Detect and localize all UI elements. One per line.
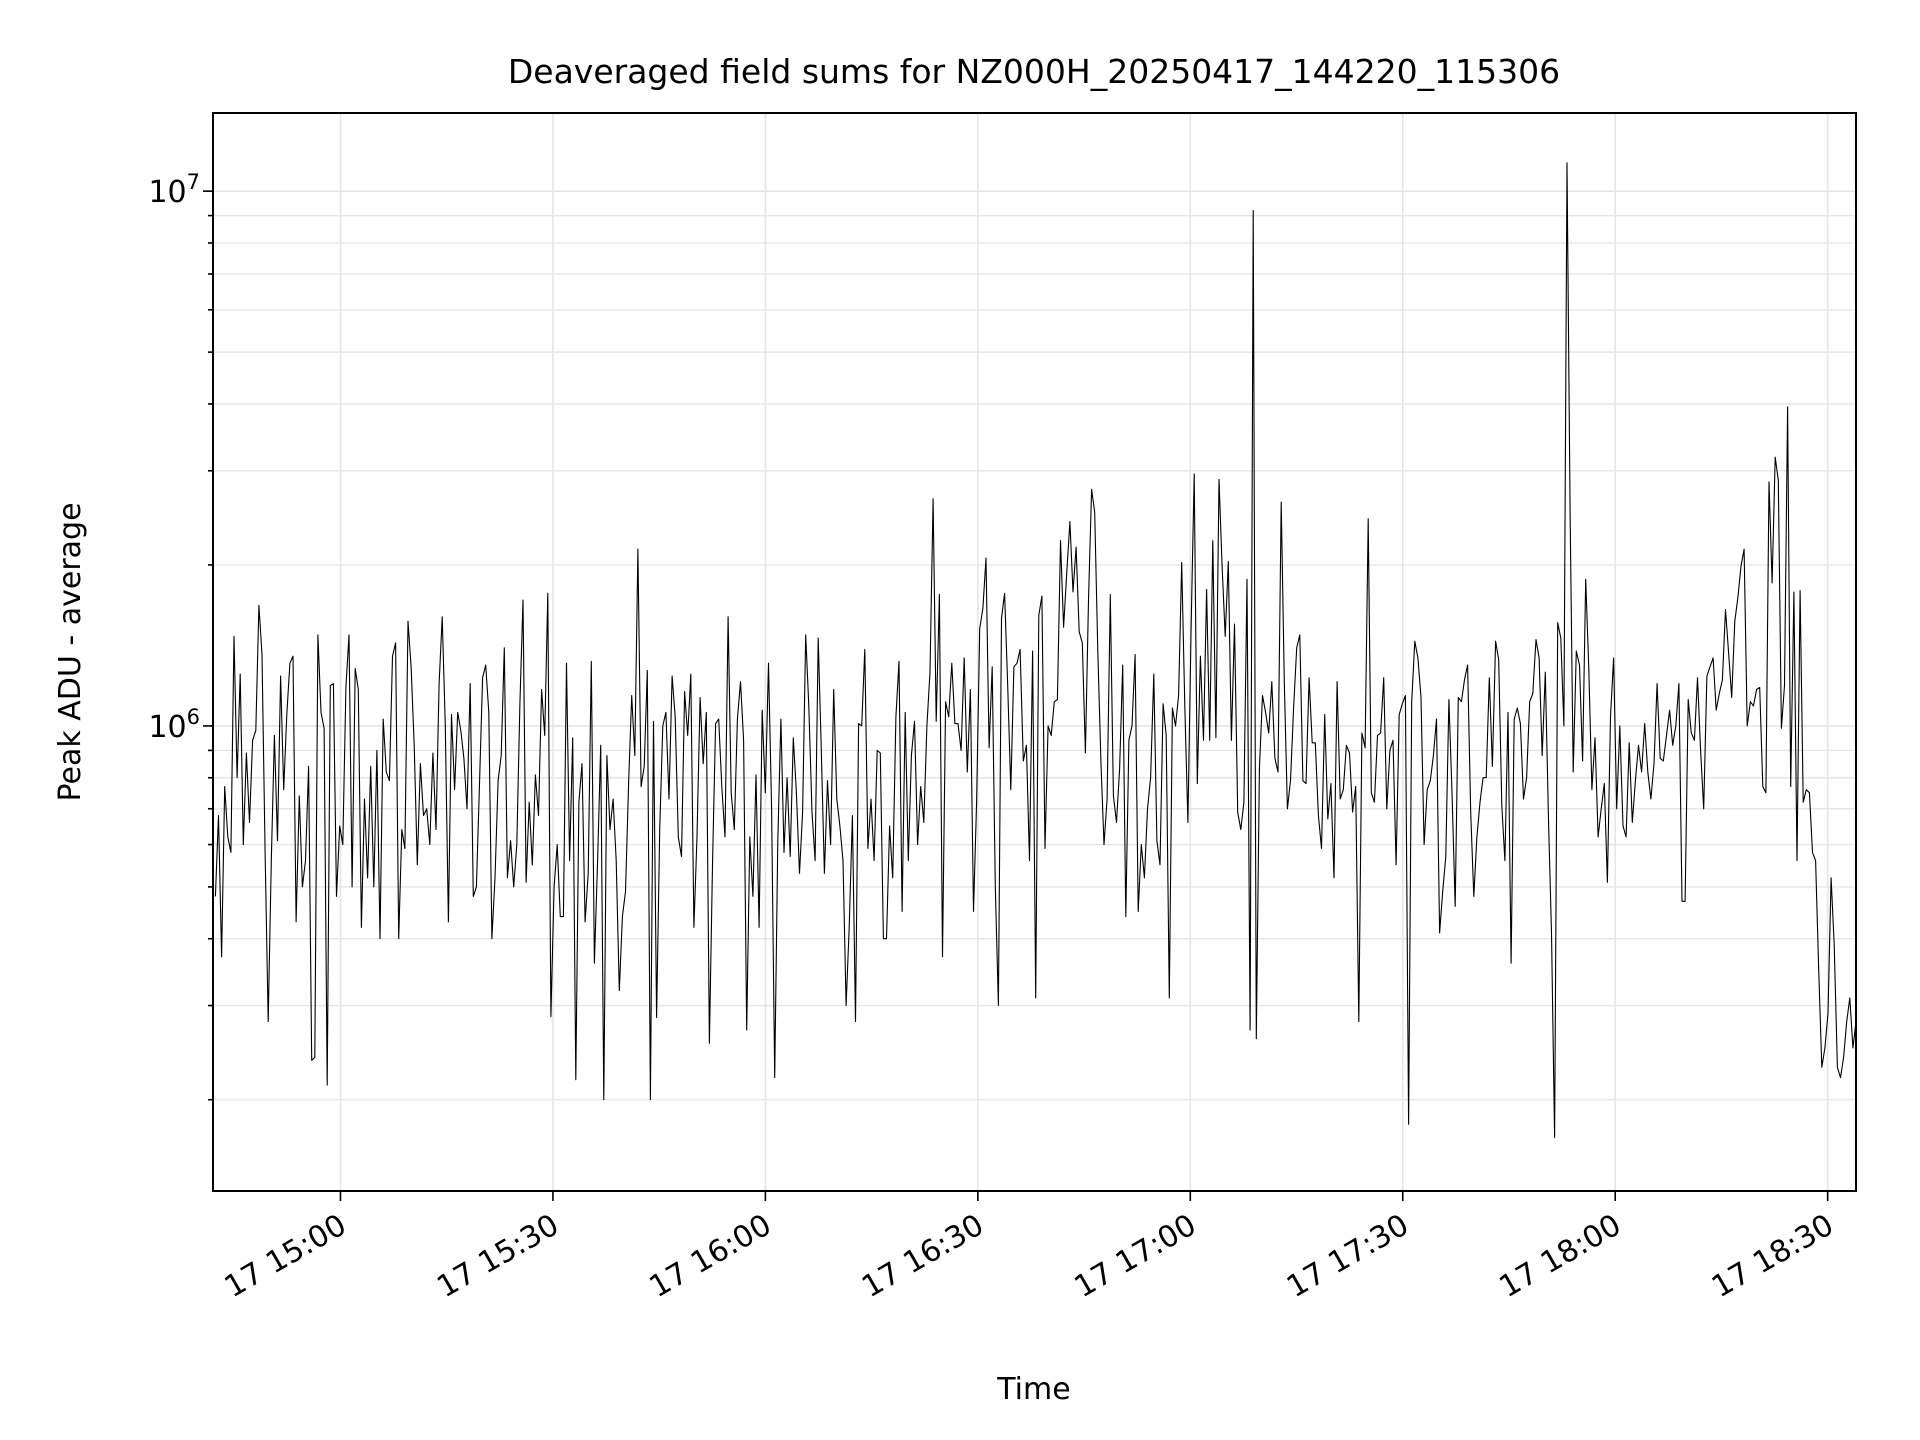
x-tick-label: 17 16:30: [856, 1208, 990, 1305]
x-tick-label: 17 18:30: [1706, 1208, 1840, 1305]
y-axis-label: Peak ADU - average: [53, 502, 88, 801]
x-tick-label: 17 17:30: [1281, 1208, 1415, 1305]
plot-frame: [212, 112, 1857, 1192]
x-tick-label: 17 16:00: [644, 1208, 778, 1305]
x-tick-label: 17 18:00: [1494, 1208, 1628, 1305]
y-tick-label: 107: [148, 170, 200, 210]
ticks: 106 107 17 15:00 17 15:30 17 16:00 17 16:30 17…: [148, 170, 1839, 1305]
x-axis-label: Time: [996, 1372, 1070, 1407]
x-tick-label: 17 15:00: [219, 1208, 353, 1305]
series-line: [214, 162, 1857, 1139]
chart-title: Deaveraged field sums for NZ000H_2025041…: [508, 52, 1560, 91]
grid: [213, 113, 1856, 1191]
x-tick-label: 17 15:30: [431, 1208, 565, 1305]
y-tick-label: 106: [148, 705, 200, 745]
x-tick-label: 17 17:00: [1069, 1208, 1203, 1305]
